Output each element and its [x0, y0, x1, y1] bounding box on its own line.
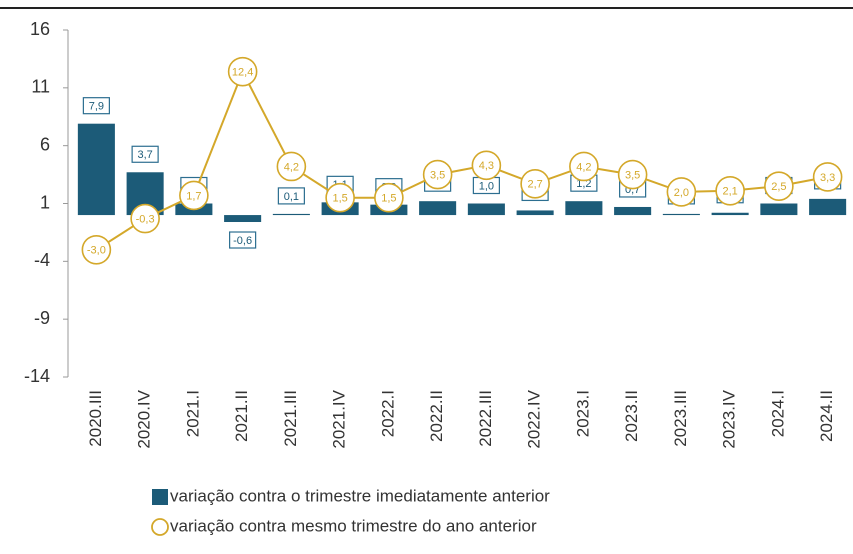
data-label: 1,0: [479, 180, 494, 192]
bar: [565, 201, 603, 216]
bar: [809, 198, 847, 216]
bar: [224, 215, 262, 223]
y-tick-label: -4: [34, 250, 50, 270]
x-tick-label: 2021.II: [232, 390, 251, 442]
line-marker: [520, 169, 550, 199]
x-tick-label: 2023.III: [671, 390, 690, 447]
bar: [467, 203, 505, 216]
legend-label: variação contra o trimestre imediatament…: [170, 486, 550, 505]
line: [95, 69, 828, 251]
line-marker: [325, 182, 355, 213]
line-marker: [617, 159, 648, 190]
y-tick-label: 6: [40, 134, 50, 154]
data-label: 2,7: [527, 179, 542, 191]
y-tick-label: -14: [24, 366, 50, 386]
line-marker: [666, 177, 697, 207]
bar: [516, 210, 554, 216]
x-tick-label: 2021.I: [183, 390, 202, 437]
line-marker: [81, 234, 112, 265]
x-tick-label: 2023.I: [573, 390, 592, 437]
data-label: 0,1: [284, 191, 299, 203]
data-label: 1,5: [332, 193, 347, 205]
x-tick-label: 2021.III: [281, 390, 300, 447]
data-label: -3,0: [87, 245, 106, 257]
data-label: 4,2: [284, 161, 299, 173]
y-tick-label: 1: [40, 192, 50, 212]
line-marker: [715, 175, 745, 206]
data-label: 2,0: [674, 187, 689, 199]
line-marker: [374, 182, 404, 213]
line-marker: [227, 56, 258, 87]
x-tick-label: 2022.I: [378, 390, 397, 437]
x-tick-label: 2022.II: [427, 390, 446, 442]
x-tick-label: 2021.IV: [330, 389, 349, 448]
bar: [662, 213, 700, 216]
legend-label: variação contra mesmo trimestre do ano a…: [170, 516, 537, 535]
data-label: 2,1: [722, 186, 737, 198]
line-marker: [276, 151, 307, 182]
x-tick-label: 2020.III: [86, 390, 105, 447]
line-marker: [569, 151, 599, 182]
x-tick-label: 2023.II: [622, 390, 641, 442]
x-tick-label: 2022.IV: [525, 389, 544, 448]
data-label: -0,6: [233, 235, 252, 247]
x-tick-label: 2023.IV: [720, 389, 739, 448]
data-label: 1,2: [576, 178, 591, 190]
legend-swatch: [152, 489, 168, 505]
bar: [419, 201, 457, 216]
data-label: 3,5: [625, 169, 640, 181]
data-label-box: [229, 231, 257, 249]
data-label: -0,3: [136, 213, 155, 225]
line-marker: [179, 180, 209, 211]
data-label: 3,7: [137, 149, 152, 161]
line-marker: [130, 203, 160, 234]
line-marker: [471, 150, 502, 181]
line-marker: [764, 171, 794, 201]
data-label: 3,5: [430, 169, 445, 181]
data-label: 2,5: [771, 181, 786, 193]
line-marker: [812, 162, 843, 192]
data-label-box: [277, 187, 305, 205]
data-label: 4,3: [479, 160, 494, 172]
data-label: 1,7: [186, 190, 201, 202]
data-label: 7,9: [89, 101, 104, 113]
x-tick-label: 2022.III: [476, 390, 495, 447]
y-tick-label: 16: [30, 19, 50, 39]
y-tick-label: -9: [34, 308, 50, 328]
data-label-box: [131, 145, 159, 163]
y-tick-label: 11: [31, 77, 50, 97]
data-label: 3,3: [820, 172, 835, 184]
bar: [272, 213, 310, 216]
x-tick-label: 2024.II: [817, 390, 836, 442]
bar: [614, 206, 652, 216]
x-tick-label: 2020.IV: [135, 389, 154, 448]
data-label-box: [82, 97, 110, 115]
line-marker: [422, 159, 453, 190]
data-label: 1,5: [381, 193, 396, 205]
x-tick-label: 2024.I: [768, 390, 787, 437]
data-label: 4,2: [576, 161, 591, 173]
bar: [760, 203, 798, 216]
bar: [711, 212, 749, 216]
legend-swatch: [151, 518, 169, 536]
bar: [77, 123, 115, 216]
data-label: 12,4: [232, 67, 253, 79]
